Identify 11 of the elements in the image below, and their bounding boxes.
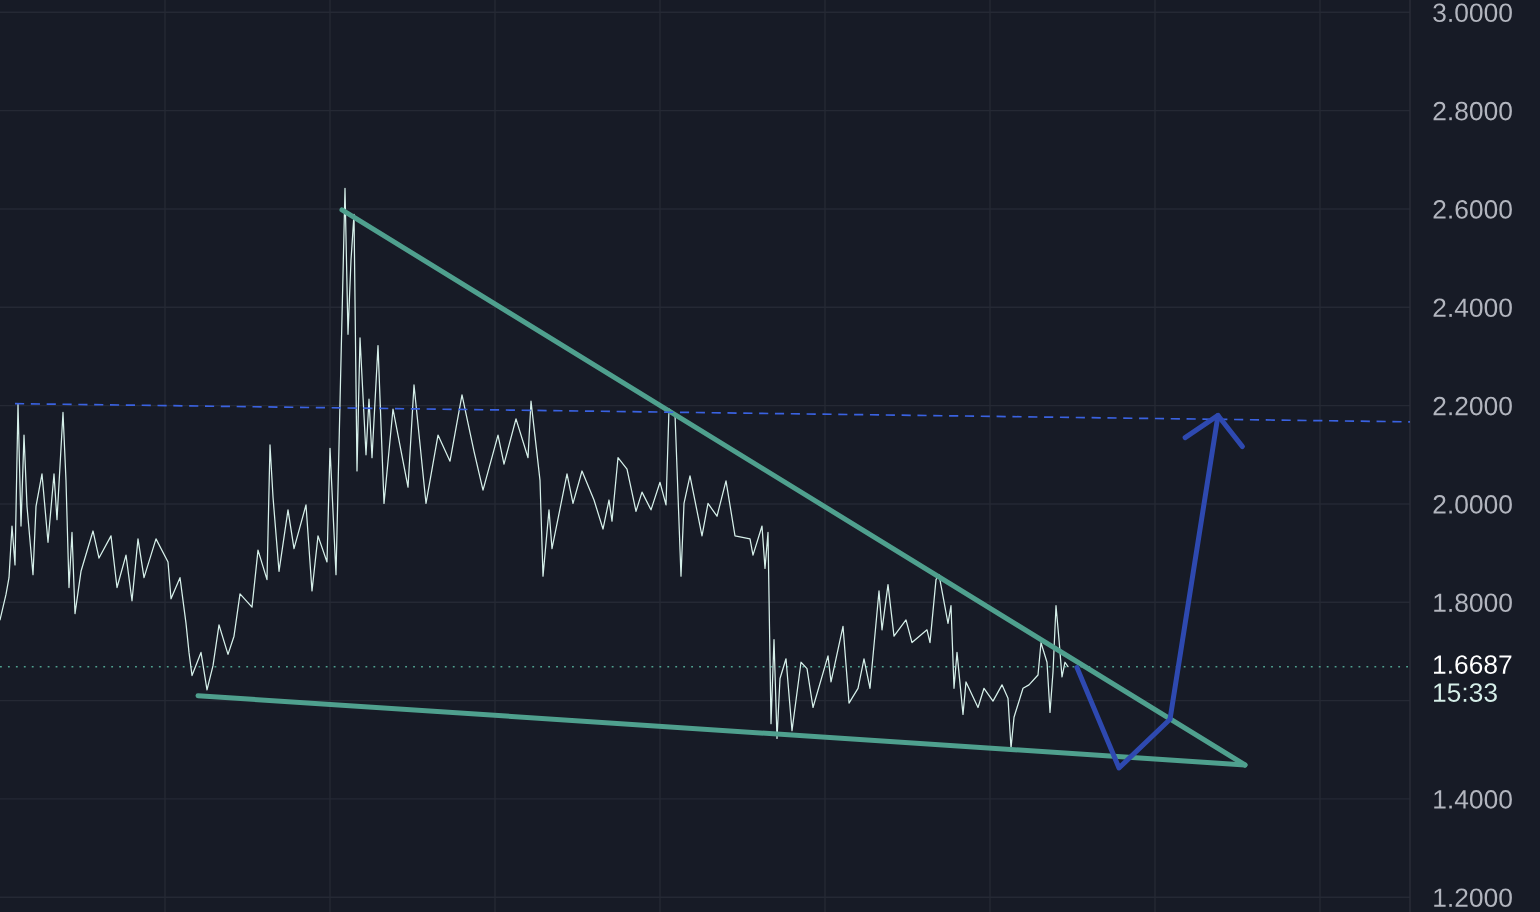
y-tick-label: 2.2000 bbox=[1433, 396, 1512, 416]
y-tick-label: 2.6000 bbox=[1433, 200, 1512, 219]
text: 15:33 bbox=[1434, 683, 1497, 702]
y-tick-label: 2.4000 bbox=[1433, 298, 1512, 318]
y-tick-label: 2.0000 bbox=[1433, 495, 1512, 514]
y-tick-label: 1.8000 bbox=[1434, 593, 1512, 613]
y-tick-label: 3.0000 bbox=[1433, 3, 1512, 23]
y-tick-label: 1.2000 bbox=[1434, 888, 1512, 908]
y-tick-label: 2.8000 bbox=[1433, 101, 1512, 121]
y-tick-label: 1.4000 bbox=[1434, 790, 1512, 809]
ref-line-label: 1.6687 bbox=[1434, 655, 1512, 674]
